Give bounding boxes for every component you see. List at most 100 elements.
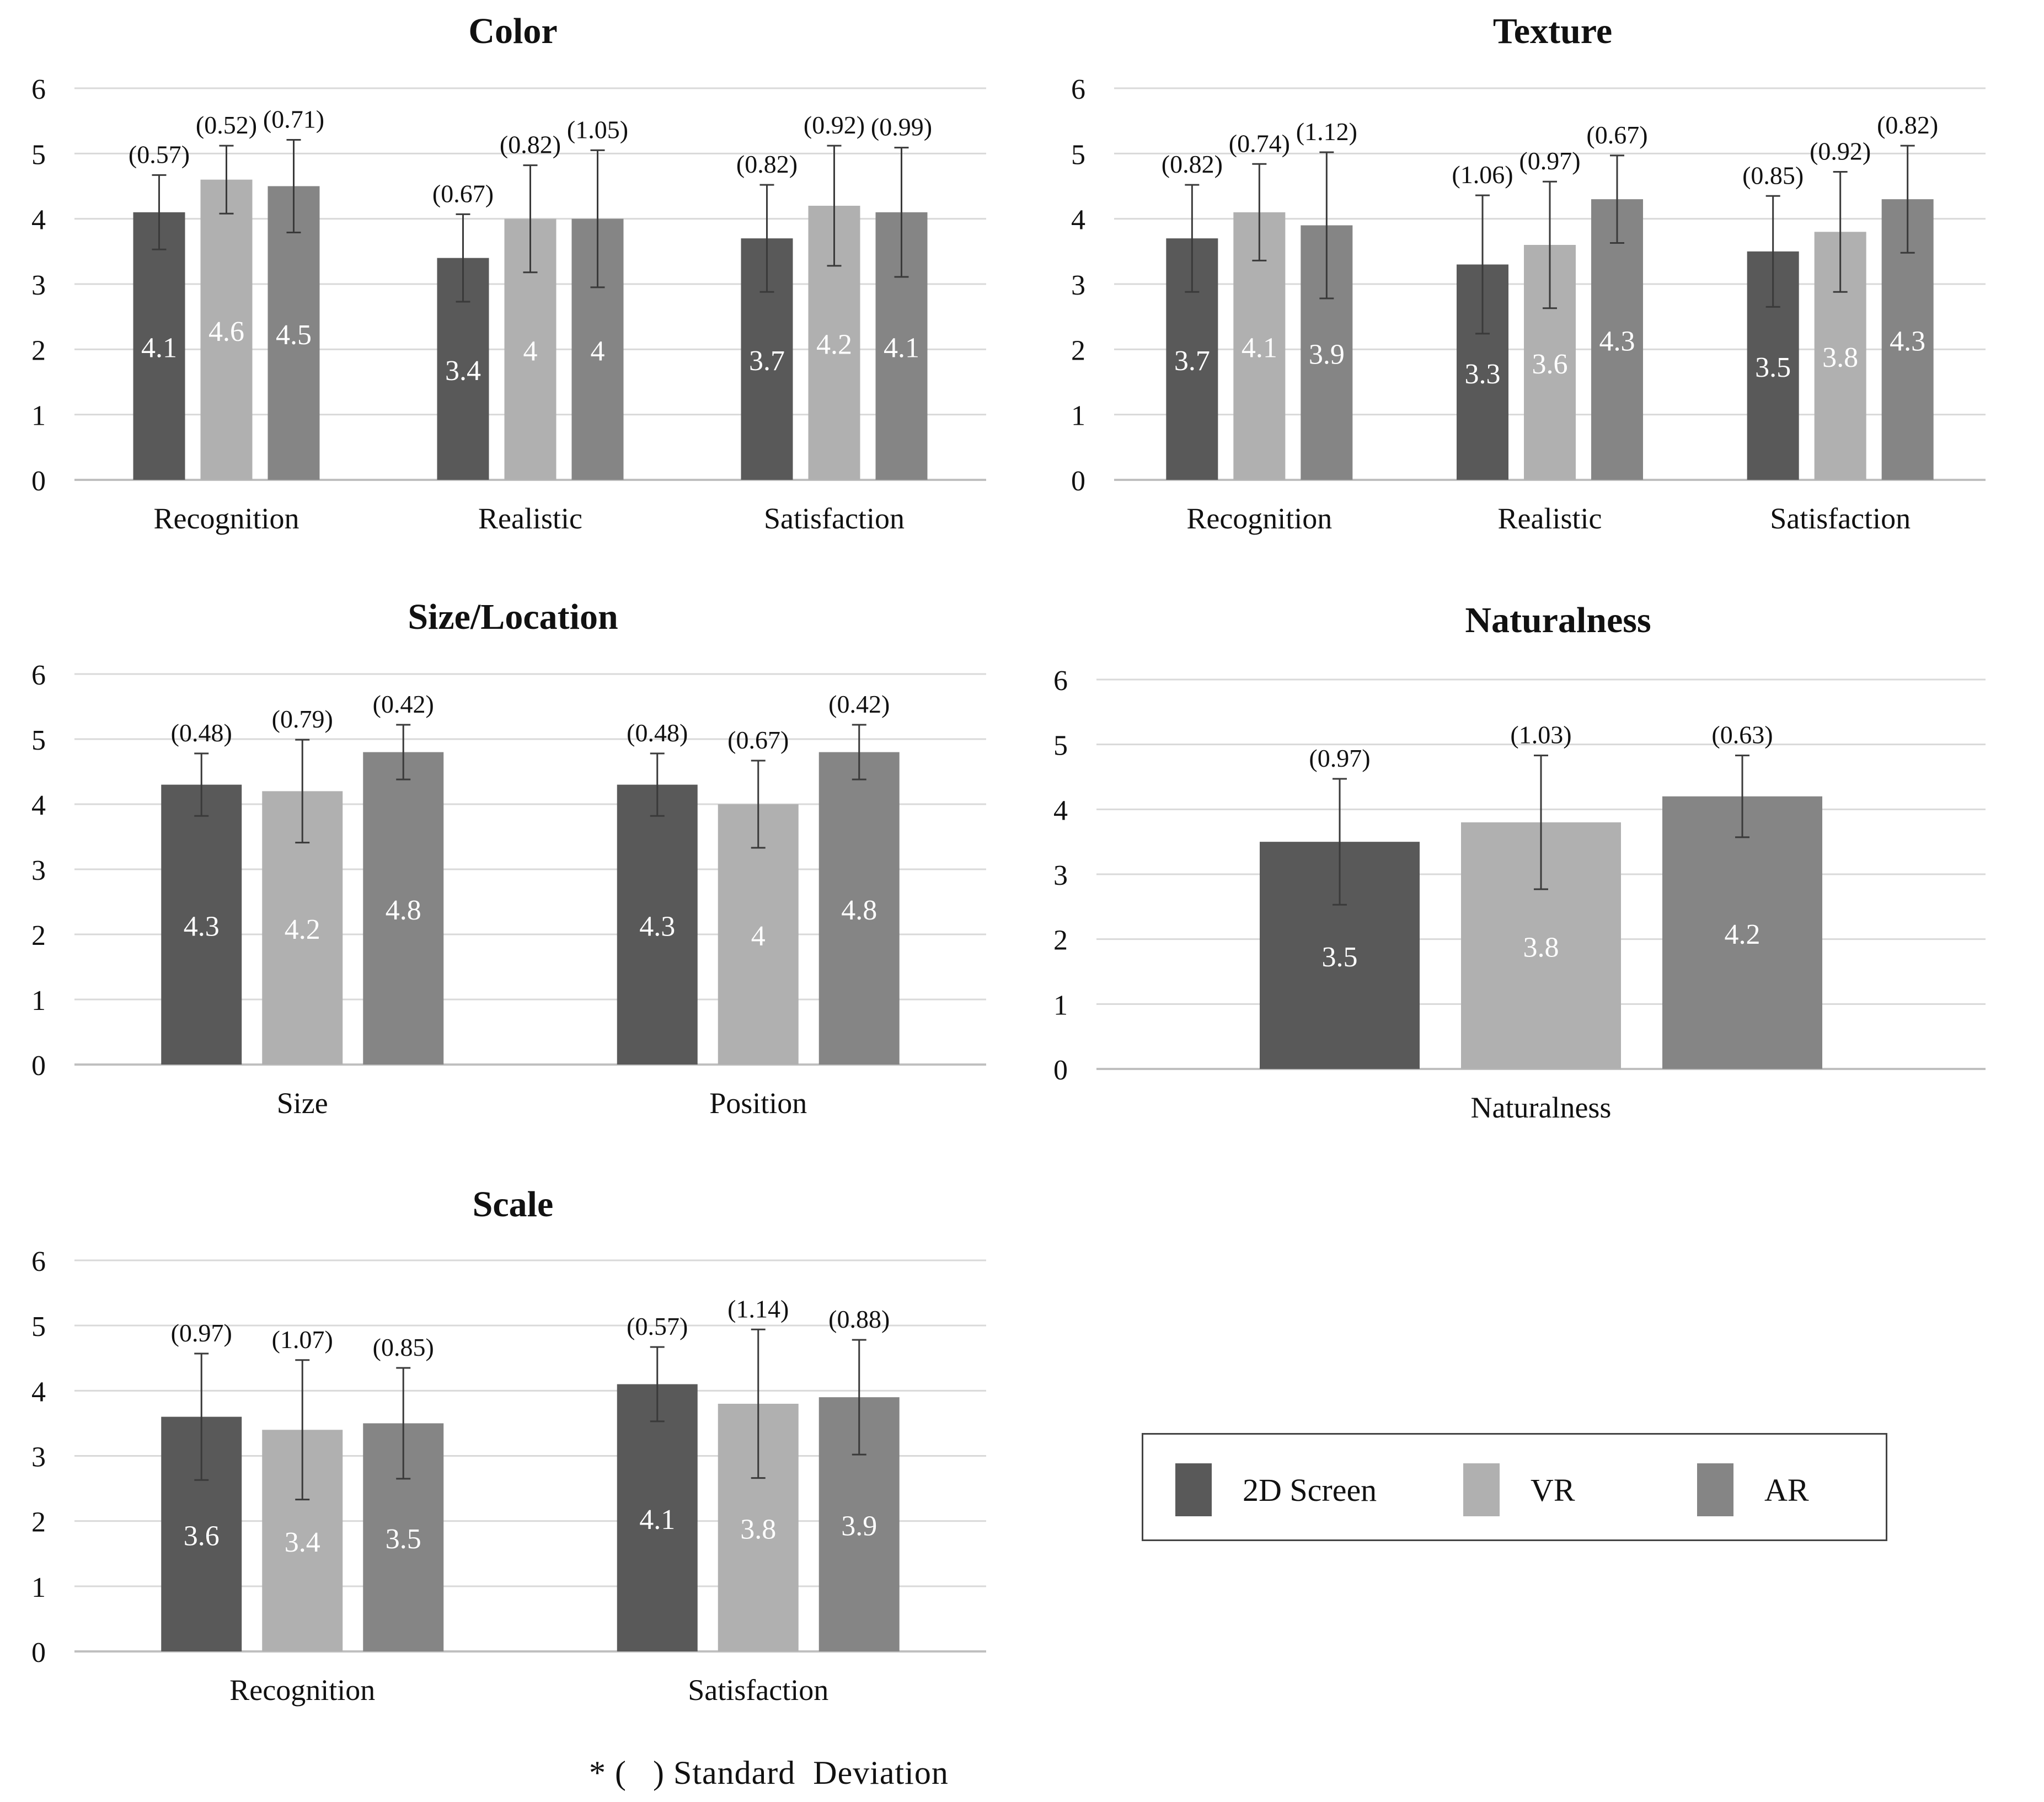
category-label-satisfaction: Satisfaction bbox=[688, 1673, 828, 1707]
y-tick-label: 2 bbox=[31, 335, 46, 366]
chart-naturalness: Naturalness 0 1 2 3 4 5 6 Naturalness 3.5 (0.97) 3.… bbox=[1053, 600, 1986, 1124]
legend-item-ar: AR bbox=[1697, 1463, 1809, 1516]
bar-vr bbox=[200, 179, 253, 480]
sd-label: (0.99) bbox=[871, 113, 932, 141]
bar-value-label: 4.1 bbox=[884, 332, 919, 363]
bar-value-label: 3.6 bbox=[1532, 349, 1568, 380]
bar-2d-screen bbox=[161, 784, 242, 1065]
bar-value-label: 3.5 bbox=[1322, 942, 1358, 973]
legend-swatch-vr bbox=[1463, 1463, 1500, 1516]
bar-value-label: 4.2 bbox=[816, 329, 852, 361]
bar-value-label: 4 bbox=[591, 335, 605, 367]
sd-label: (0.48) bbox=[627, 719, 688, 747]
sd-label: (1.14) bbox=[727, 1295, 789, 1323]
legend-swatch-2d-screen bbox=[1175, 1463, 1212, 1516]
legend-swatch-ar bbox=[1697, 1463, 1733, 1516]
bar-value-label: 4.3 bbox=[1890, 326, 1925, 357]
bar-value-label: 3.3 bbox=[1465, 359, 1501, 390]
y-tick-label: 3 bbox=[1071, 270, 1085, 301]
y-tick-label: 0 bbox=[31, 1050, 46, 1082]
sd-label: (1.03) bbox=[1510, 721, 1571, 749]
sd-label: (1.05) bbox=[567, 115, 628, 143]
chart-texture: Texture 0 1 2 3 4 5 6 Recognition 3.7 (0.82) 4.1 (0.… bbox=[1071, 11, 1986, 535]
sd-label: (0.67) bbox=[1586, 121, 1647, 149]
y-tick-label: 6 bbox=[31, 74, 46, 105]
y-tick-label: 2 bbox=[31, 920, 46, 951]
category-label-realistic: Realistic bbox=[1498, 502, 1602, 535]
bar-value-label: 3.8 bbox=[1822, 342, 1858, 373]
y-tick-label: 4 bbox=[1053, 795, 1068, 826]
bar-value-label: 4.1 bbox=[639, 1504, 675, 1536]
sd-label: (0.97) bbox=[171, 1319, 232, 1347]
legend-label-2d-screen: 2D Screen bbox=[1243, 1472, 1377, 1508]
bar-value-label: 4.5 bbox=[276, 319, 312, 351]
sd-label: (0.97) bbox=[1519, 147, 1580, 175]
sd-label: (0.67) bbox=[432, 179, 494, 207]
category-label-naturalness: Naturalness bbox=[1471, 1091, 1612, 1124]
bar-ar bbox=[267, 186, 320, 480]
y-tick-label: 1 bbox=[31, 985, 46, 1017]
bar-value-label: 3.7 bbox=[749, 345, 785, 377]
bar-value-label: 4.2 bbox=[1725, 919, 1761, 950]
y-tick-label: 6 bbox=[1071, 74, 1085, 105]
sd-label: (0.67) bbox=[727, 726, 789, 754]
y-tick-label: 2 bbox=[1053, 925, 1068, 956]
category-label-satisfaction: Satisfaction bbox=[764, 502, 905, 535]
y-tick-label: 5 bbox=[31, 725, 46, 756]
y-tick-label: 4 bbox=[1071, 205, 1085, 236]
bar-value-label: 3.5 bbox=[386, 1523, 421, 1555]
sd-label: (0.79) bbox=[272, 705, 333, 733]
y-tick-label: 4 bbox=[31, 1376, 46, 1408]
category-label-recognition: Recognition bbox=[1186, 502, 1332, 535]
category-label-realistic: Realistic bbox=[478, 502, 582, 535]
sd-label: (0.42) bbox=[828, 690, 890, 718]
chart-color: Color 0 1 2 3 4 5 6 Recognition 4.1 (0.57) 4.6 (0.52… bbox=[31, 11, 986, 535]
sd-label: (0.97) bbox=[1309, 744, 1370, 772]
y-tick-label: 3 bbox=[31, 1442, 46, 1473]
sd-label: (0.82) bbox=[1162, 150, 1223, 178]
bar-value-label: 4.3 bbox=[1599, 326, 1635, 357]
y-tick-label: 5 bbox=[31, 139, 46, 170]
sd-label: (0.88) bbox=[828, 1305, 890, 1333]
bar-value-label: 3.8 bbox=[1523, 932, 1559, 963]
y-tick-label: 0 bbox=[1071, 466, 1085, 497]
y-tick-label: 2 bbox=[31, 1507, 46, 1538]
bar-2d-screen bbox=[617, 1384, 698, 1651]
bar-ar bbox=[818, 752, 900, 1065]
bar-value-label: 3.4 bbox=[285, 1527, 320, 1558]
bar-value-label: 3.9 bbox=[841, 1511, 877, 1542]
bar-ar bbox=[1591, 199, 1643, 480]
sd-label: (0.82) bbox=[736, 150, 798, 178]
chart-title: Color bbox=[468, 11, 557, 51]
bar-ar bbox=[1662, 796, 1822, 1069]
y-tick-label: 1 bbox=[31, 400, 46, 432]
bar-2d-screen bbox=[133, 212, 185, 480]
bar-value-label: 4.3 bbox=[639, 911, 675, 942]
sd-label: (0.74) bbox=[1229, 129, 1290, 157]
bar-value-label: 4 bbox=[523, 335, 538, 367]
sd-label: (0.48) bbox=[171, 719, 232, 747]
sd-label: (0.63) bbox=[1711, 721, 1773, 749]
y-tick-label: 0 bbox=[31, 1637, 46, 1669]
bar-value-label: 4.6 bbox=[208, 316, 244, 347]
chart-title: Size/Location bbox=[408, 597, 618, 637]
sd-label: (1.12) bbox=[1296, 117, 1357, 146]
legend-label-vr: VR bbox=[1531, 1472, 1575, 1508]
bar-value-label: 3.6 bbox=[184, 1520, 220, 1552]
y-tick-label: 4 bbox=[31, 205, 46, 236]
category-label-size: Size bbox=[277, 1087, 328, 1120]
sd-label: (0.92) bbox=[1810, 137, 1871, 165]
legend-item-2d-screen: 2D Screen bbox=[1175, 1463, 1377, 1516]
bar-value-label: 3.7 bbox=[1174, 345, 1210, 377]
y-tick-label: 1 bbox=[31, 1572, 46, 1603]
bar-value-label: 4.1 bbox=[1242, 332, 1277, 363]
chart-size-location: Size/Location 0 1 2 3 4 5 6 Size 4.3 (0.48) 4.2 (0.7… bbox=[31, 597, 986, 1120]
sd-label: (1.07) bbox=[272, 1325, 333, 1354]
y-tick-label: 5 bbox=[1053, 730, 1068, 762]
y-tick-label: 3 bbox=[1053, 860, 1068, 891]
sd-label: (0.57) bbox=[627, 1312, 688, 1340]
y-tick-label: 4 bbox=[31, 790, 46, 821]
chart-scale: Scale 0 1 2 3 4 5 6 Recognition 3.6 (0.97) 3.4 (1.07… bbox=[31, 1184, 986, 1707]
sd-label: (0.85) bbox=[373, 1333, 434, 1361]
sd-label: (1.06) bbox=[1452, 161, 1513, 189]
